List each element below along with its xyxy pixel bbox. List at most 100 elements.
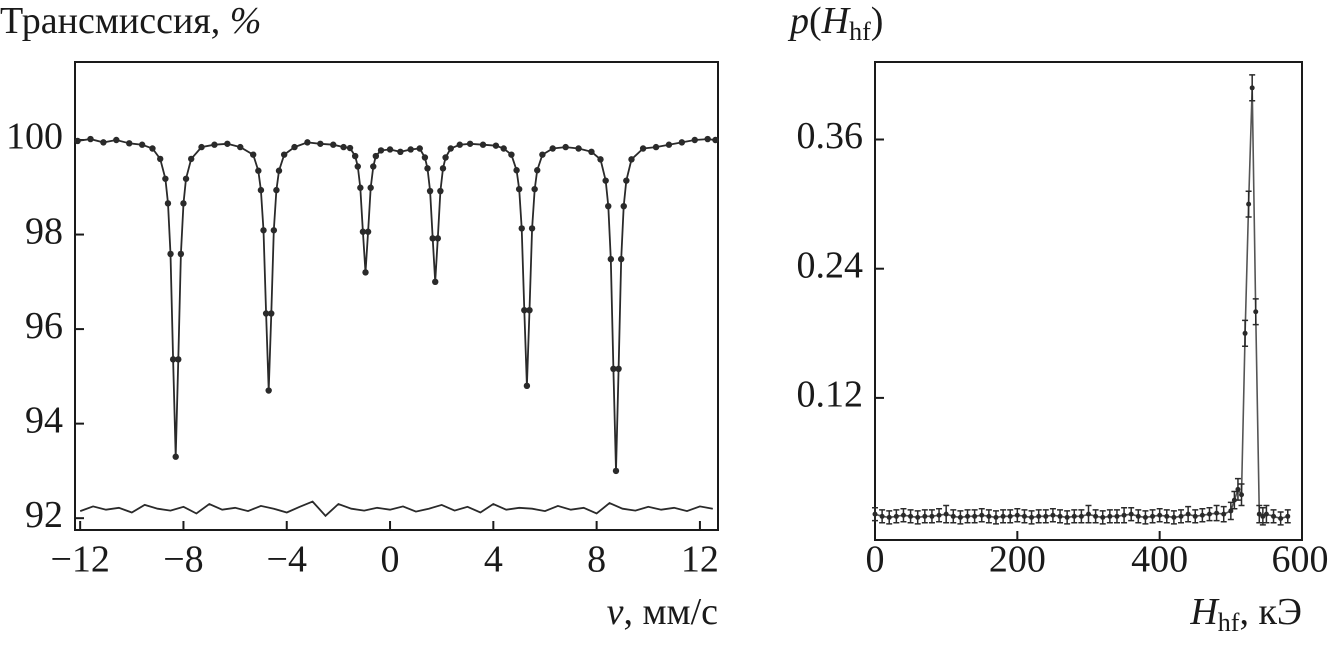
y-tick-label: 0.36 — [797, 115, 864, 157]
data-point — [432, 278, 439, 286]
data-point — [1253, 309, 1259, 315]
x-tick-label: 400 — [1131, 539, 1188, 581]
data-point — [1185, 511, 1191, 517]
data-point — [518, 225, 525, 232]
data-point — [605, 202, 612, 210]
data-point — [162, 175, 169, 182]
y-tick-label: 92 — [25, 494, 63, 536]
data-point — [479, 141, 487, 148]
data-point — [704, 135, 711, 143]
y-axis-label-part: hf — [849, 17, 871, 46]
data-point — [1231, 497, 1237, 503]
data-point — [1164, 513, 1170, 519]
data-point — [1178, 513, 1184, 519]
data-point — [362, 269, 369, 276]
data-point — [1107, 513, 1113, 519]
data-point — [1246, 201, 1252, 207]
data-point — [900, 512, 906, 518]
data-point — [291, 143, 298, 151]
data-point — [1242, 330, 1248, 336]
data-point — [273, 186, 280, 194]
data-point — [1135, 513, 1141, 519]
series-line — [874, 87, 1289, 520]
data-point — [1278, 515, 1284, 521]
data-point — [370, 163, 377, 170]
data-point — [1078, 513, 1084, 519]
data-point — [678, 139, 686, 146]
data-point — [257, 186, 265, 194]
data-point — [255, 167, 262, 174]
data-point — [126, 140, 133, 147]
y-axis-label: Трансмиссия, % — [0, 0, 261, 42]
data-point — [1228, 508, 1234, 514]
data-point — [359, 228, 367, 235]
y-tick-label: 98 — [25, 210, 63, 252]
data-point — [1214, 510, 1220, 516]
data-point — [665, 141, 673, 148]
data-point — [965, 513, 971, 519]
data-point — [521, 306, 528, 314]
plot-frame — [874, 61, 1303, 541]
data-point — [113, 136, 120, 144]
data-point — [198, 143, 205, 151]
data-point — [211, 141, 218, 148]
data-point — [515, 185, 523, 193]
data-point — [354, 163, 361, 170]
data-point — [180, 200, 187, 207]
data-point — [317, 140, 324, 147]
data-point — [712, 136, 719, 144]
data-point — [1007, 513, 1013, 519]
x-tick-label: −12 — [50, 539, 109, 581]
data-point — [177, 250, 185, 258]
data-point — [367, 184, 374, 191]
series-line — [79, 500, 713, 518]
data-point — [421, 154, 429, 161]
data-point — [1263, 511, 1269, 517]
y-axis-label-part: Трансмиссия, — [0, 0, 230, 42]
data-point — [397, 148, 404, 156]
data-point — [615, 365, 622, 372]
data-point — [639, 145, 647, 152]
data-point — [1057, 513, 1063, 519]
x-tick-label: 12 — [681, 539, 719, 581]
data-point — [377, 147, 385, 154]
x-tick-label: 8 — [587, 539, 606, 581]
data-point — [407, 146, 414, 153]
data-point — [1043, 513, 1049, 519]
data-point — [439, 165, 447, 172]
data-point — [623, 177, 630, 184]
x-axis-label-part: , мм/с — [623, 591, 718, 633]
data-point — [617, 255, 625, 263]
data-point — [188, 155, 195, 163]
data-point — [1029, 514, 1035, 520]
data-point — [872, 511, 878, 517]
data-point — [237, 143, 244, 151]
data-point — [531, 185, 538, 193]
data-point — [182, 175, 190, 182]
y-axis-label: p(Hhf) — [787, 0, 883, 46]
data-point — [508, 151, 515, 158]
data-point — [528, 225, 536, 232]
x-axis-label-part: H — [1189, 591, 1220, 633]
data-point — [1093, 513, 1099, 519]
data-point — [262, 310, 270, 317]
data-point — [164, 200, 172, 207]
data-point — [304, 139, 311, 146]
data-point — [268, 310, 275, 317]
data-point — [1199, 512, 1205, 518]
y-axis-label-part: ) — [871, 0, 884, 42]
data-point — [456, 141, 463, 148]
data-point — [260, 227, 267, 234]
data-point — [922, 513, 928, 519]
data-point — [1114, 513, 1120, 519]
x-tick-label: 0 — [866, 539, 885, 581]
data-point — [426, 187, 434, 195]
data-point — [972, 513, 978, 519]
x-tick-label: 600 — [1272, 539, 1329, 581]
data-point — [340, 143, 347, 151]
data-point — [500, 145, 507, 152]
y-axis-label-part: ( — [809, 0, 822, 42]
data-point — [1192, 513, 1198, 519]
